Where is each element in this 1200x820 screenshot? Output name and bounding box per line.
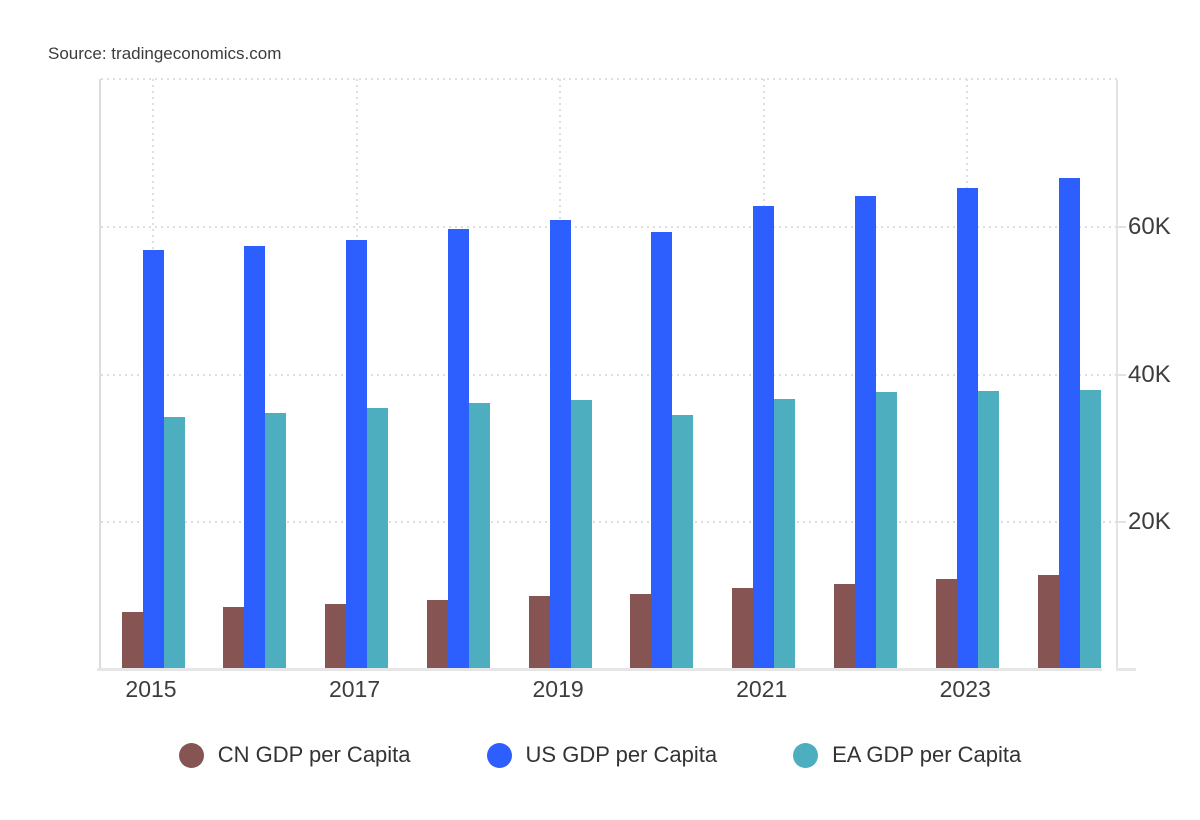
bar-ea-2024 bbox=[1079, 390, 1101, 670]
legend-item-us[interactable]: US GDP per Capita bbox=[486, 742, 718, 768]
gridline-y-80000 bbox=[101, 78, 1117, 80]
x-tick-label-2017: 2017 bbox=[328, 676, 381, 702]
bar-cn-2017 bbox=[325, 603, 347, 670]
bar-us-2021 bbox=[753, 206, 775, 670]
legend-label-cn: CN GDP per Capita bbox=[217, 742, 411, 767]
bar-us-2024 bbox=[1058, 178, 1080, 670]
bar-cn-2023 bbox=[935, 579, 957, 670]
bar-cn-2015 bbox=[121, 611, 143, 670]
y-tick-mark-60K bbox=[1117, 225, 1126, 228]
y-tick-mark-40K bbox=[1117, 373, 1126, 376]
bar-cn-2018 bbox=[426, 600, 448, 670]
bar-ea-2023 bbox=[977, 391, 999, 670]
bar-cn-2019 bbox=[528, 595, 550, 670]
bar-us-2017 bbox=[346, 240, 368, 670]
bar-ea-2016 bbox=[265, 412, 287, 670]
x-tick-label-2015: 2015 bbox=[125, 676, 177, 702]
bar-cn-2016 bbox=[223, 607, 245, 670]
y-axis-line bbox=[1116, 80, 1118, 671]
bar-cn-2020 bbox=[630, 593, 652, 670]
gridline-y-20000 bbox=[101, 521, 1117, 524]
bar-us-2019 bbox=[549, 220, 571, 670]
bar-cn-2021 bbox=[732, 587, 754, 670]
bar-us-2020 bbox=[651, 231, 673, 670]
x-tick-label-2023: 2023 bbox=[939, 676, 991, 702]
y-tick-mark-20K bbox=[1117, 521, 1126, 524]
bar-us-2015 bbox=[142, 250, 164, 670]
source-label: Source: tradingeconomics.com bbox=[48, 44, 282, 63]
legend-item-cn[interactable]: CN GDP per Capita bbox=[178, 742, 411, 768]
bar-ea-2022 bbox=[875, 391, 897, 670]
x-tick-label-2019: 2019 bbox=[532, 676, 584, 702]
y-tick-label-60K: 60K bbox=[1128, 212, 1171, 240]
bar-cn-2024 bbox=[1037, 575, 1059, 670]
x-tick-label-2021: 2021 bbox=[736, 676, 788, 702]
bar-ea-2018 bbox=[468, 403, 490, 670]
bar-ea-2019 bbox=[570, 399, 592, 670]
legend-swatch-ea-icon bbox=[793, 742, 819, 768]
legend-label-ea: EA GDP per Capita bbox=[832, 742, 1022, 767]
x-axis-line bbox=[97, 668, 1102, 671]
gridline-y-60000 bbox=[101, 225, 1117, 228]
legend-swatch-cn-icon bbox=[178, 742, 204, 768]
legend: CN GDP per Capita US GDP per Capita EA GDP… bbox=[0, 742, 1200, 768]
y-tick-label-40K: 40K bbox=[1128, 360, 1171, 388]
bar-us-2023 bbox=[956, 187, 978, 670]
bar-ea-2015 bbox=[163, 417, 185, 670]
legend-label-us: US GDP per Capita bbox=[525, 742, 718, 767]
bar-ea-2021 bbox=[774, 399, 796, 670]
legend-item-ea[interactable]: EA GDP per Capita bbox=[793, 742, 1021, 768]
gridline-y-40000 bbox=[101, 373, 1117, 376]
bar-us-2016 bbox=[244, 246, 266, 670]
bar-us-2018 bbox=[447, 228, 469, 670]
legend-swatch-us-icon bbox=[486, 742, 512, 768]
y-tick-label-20K: 20K bbox=[1128, 508, 1171, 536]
bar-us-2022 bbox=[854, 196, 876, 670]
bar-ea-2020 bbox=[672, 415, 694, 670]
y-axis-zero-tick bbox=[1116, 668, 1136, 671]
bar-cn-2022 bbox=[833, 583, 855, 670]
bar-ea-2017 bbox=[367, 408, 389, 670]
plot-area bbox=[99, 78, 1117, 670]
